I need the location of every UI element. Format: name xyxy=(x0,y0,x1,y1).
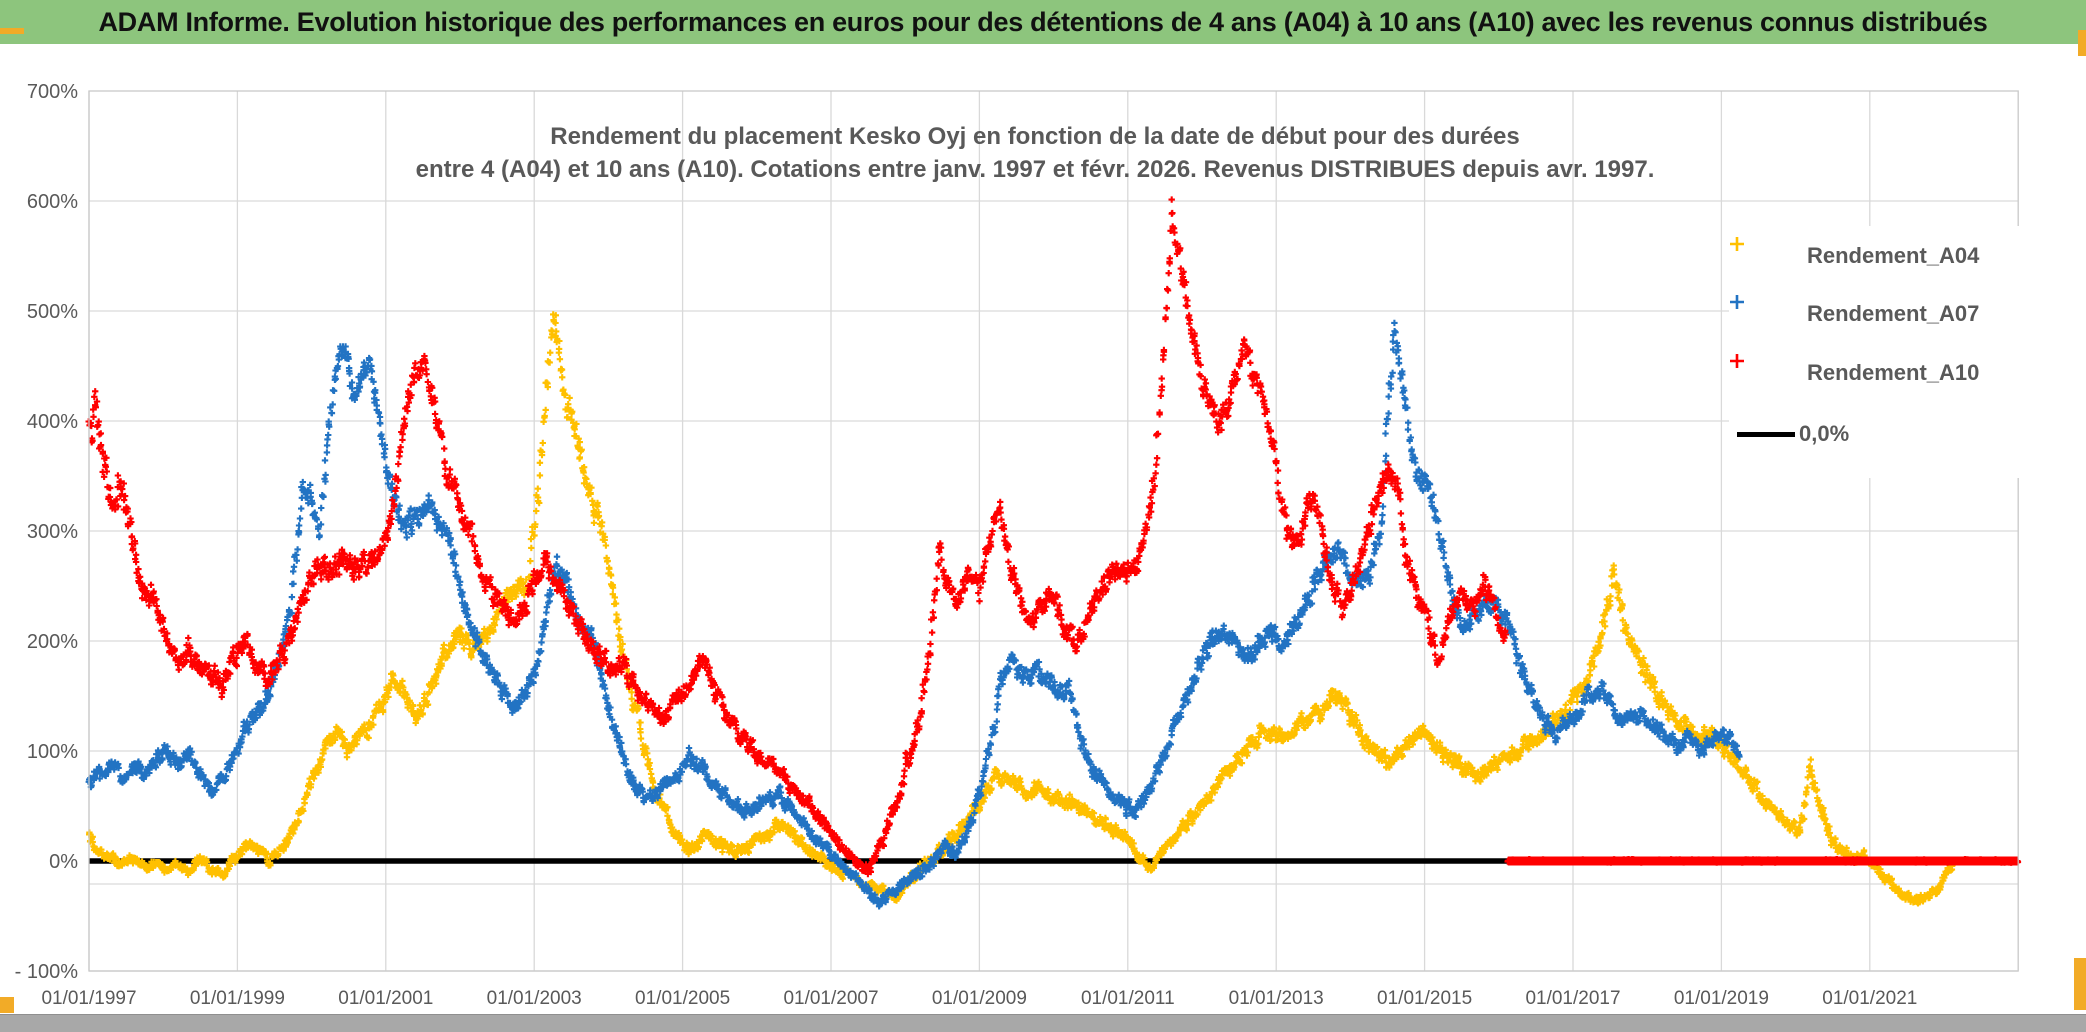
series-rendement-a07 xyxy=(85,319,1743,910)
legend-item-label: Rendement_A04 xyxy=(1807,243,1980,268)
x-axis-tick: 01/01/2015 xyxy=(1377,988,1472,1009)
legend-item-0-0-[interactable]: 0,0% xyxy=(1729,414,1849,454)
x-axis-tick: 01/01/2011 xyxy=(1081,988,1175,1009)
legend-line-sample xyxy=(1737,431,1795,437)
y-axis-tick: 600% xyxy=(27,191,78,213)
x-axis-tick: 01/01/2021 xyxy=(1822,988,1917,1009)
x-axis-tick: 01/01/2007 xyxy=(783,988,878,1009)
y-axis-tick: 100% xyxy=(27,741,78,763)
legend: Rendement_A04 Rendement_A07 Rendement_A10 0… xyxy=(1729,226,2059,478)
plot-frame xyxy=(88,90,2019,972)
y-axis-tick: 500% xyxy=(27,301,78,323)
banner: ADAM Informe. Evolution historique des p… xyxy=(0,0,2086,44)
legend-item-label: Rendement_A10 xyxy=(1807,360,1980,385)
legend-item-rendement-a07[interactable]: Rendement_A07 xyxy=(1729,294,1979,334)
banner-title: ADAM Informe. Evolution historique des p… xyxy=(98,6,1988,37)
legend-item-label: 0,0% xyxy=(1799,421,1850,446)
legend-item-rendement-a04[interactable]: Rendement_A04 xyxy=(1729,236,1979,276)
chart-area[interactable]: 700% 600% 500% 400% 300% 200% 100% 0% - 100% 01/0… xyxy=(0,44,2086,1014)
series-rendement-a04 xyxy=(86,311,1958,907)
x-axis-tick: 01/01/2009 xyxy=(932,988,1027,1009)
y-axis-tick: 700% xyxy=(27,81,78,103)
x-axis-tick: 01/01/2001 xyxy=(338,988,433,1009)
corner-accent-top-right xyxy=(2078,30,2086,56)
legend-item-rendement-a10[interactable]: Rendement_A10 xyxy=(1729,353,1979,393)
bottom-bar xyxy=(0,1014,2086,1032)
legend-item-label: Rendement_A07 xyxy=(1807,301,1980,326)
x-axis-tick: 01/01/2003 xyxy=(487,988,582,1009)
chart-title-line1: Rendement du placement Kesko Oyj en fonc… xyxy=(550,123,1520,150)
y-axis-tick: - 100% xyxy=(15,961,79,983)
x-axis-tick: 01/01/2017 xyxy=(1525,988,1620,1009)
x-axis-tick: 01/01/1997 xyxy=(41,988,136,1009)
corner-accent-bottom-left xyxy=(0,997,14,1013)
y-axis-tick: 200% xyxy=(27,631,78,653)
chart-title-line2: entre 4 (A04) et 10 ans (A10). Cotations… xyxy=(415,156,1655,183)
x-axis-tick: 01/01/2005 xyxy=(635,988,730,1009)
x-axis-tick: 01/01/2013 xyxy=(1229,988,1324,1009)
corner-accent-bottom-right xyxy=(2074,958,2086,1010)
plot-canvas: 700% 600% 500% 400% 300% 200% 100% 0% - 100% 01/0… xyxy=(15,81,2022,1009)
y-axis-tick: 0% xyxy=(49,851,78,873)
x-axis-tick: 01/01/2019 xyxy=(1674,988,1769,1009)
plot-grid xyxy=(88,91,2019,972)
x-axis-tick: 01/01/1999 xyxy=(190,988,285,1009)
corner-accent-top-left xyxy=(0,28,24,34)
y-axis-tick: 300% xyxy=(27,521,78,543)
y-axis-tick: 400% xyxy=(27,411,78,433)
chart-title: Rendement du placement Kesko Oyj en fonc… xyxy=(320,122,1750,188)
